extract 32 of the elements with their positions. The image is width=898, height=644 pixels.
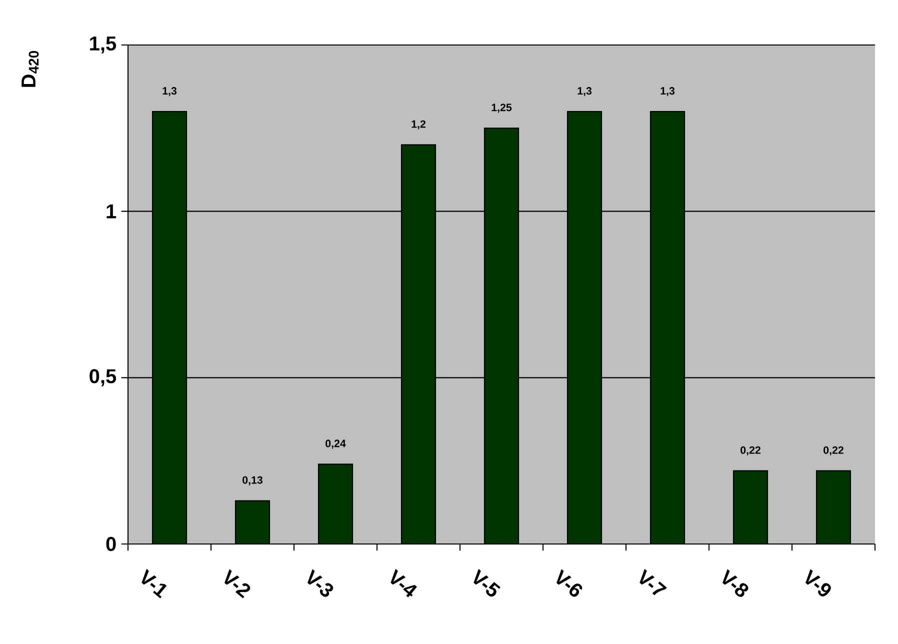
- y-axis-title: D$_{420}$: [22, 50, 39, 87]
- x-tick-label: V-7: [640, 568, 667, 596]
- bar: [566, 110, 602, 544]
- bar: [732, 470, 768, 544]
- x-tick-label: V-2: [224, 569, 250, 598]
- bar: [816, 470, 852, 544]
- bar: [650, 110, 686, 544]
- data-label: 0,22: [824, 446, 844, 456]
- x-tick-label: V-1: [142, 568, 167, 598]
- data-label: 0,22: [740, 446, 760, 456]
- x-tick-label: V-9: [806, 569, 831, 596]
- data-label: 0,24: [326, 440, 346, 449]
- x-tick-label: V-6: [556, 569, 582, 597]
- y-tick-label: 1,5: [90, 36, 116, 54]
- bar: [234, 500, 270, 544]
- bar: [400, 144, 436, 544]
- y-tick-label: 1: [106, 204, 116, 218]
- y-tick-label: 0: [106, 536, 116, 552]
- data-label: 1,3: [660, 87, 675, 96]
- x-tick-label: V-8: [722, 569, 748, 597]
- y-tick-label: 0,5: [90, 369, 116, 386]
- x-tick-label: V-5: [474, 568, 500, 597]
- bar: [318, 464, 354, 544]
- data-label: 1,25: [492, 104, 512, 113]
- x-tick-label: V-4: [390, 568, 417, 598]
- data-label: 1,3: [162, 87, 177, 96]
- data-label: 0,13: [242, 476, 262, 486]
- bar: [484, 128, 520, 544]
- data-label: 1,3: [578, 87, 592, 96]
- x-tick-label: V-3: [308, 569, 334, 597]
- data-label: 1,2: [412, 120, 426, 130]
- bar: [152, 110, 188, 544]
